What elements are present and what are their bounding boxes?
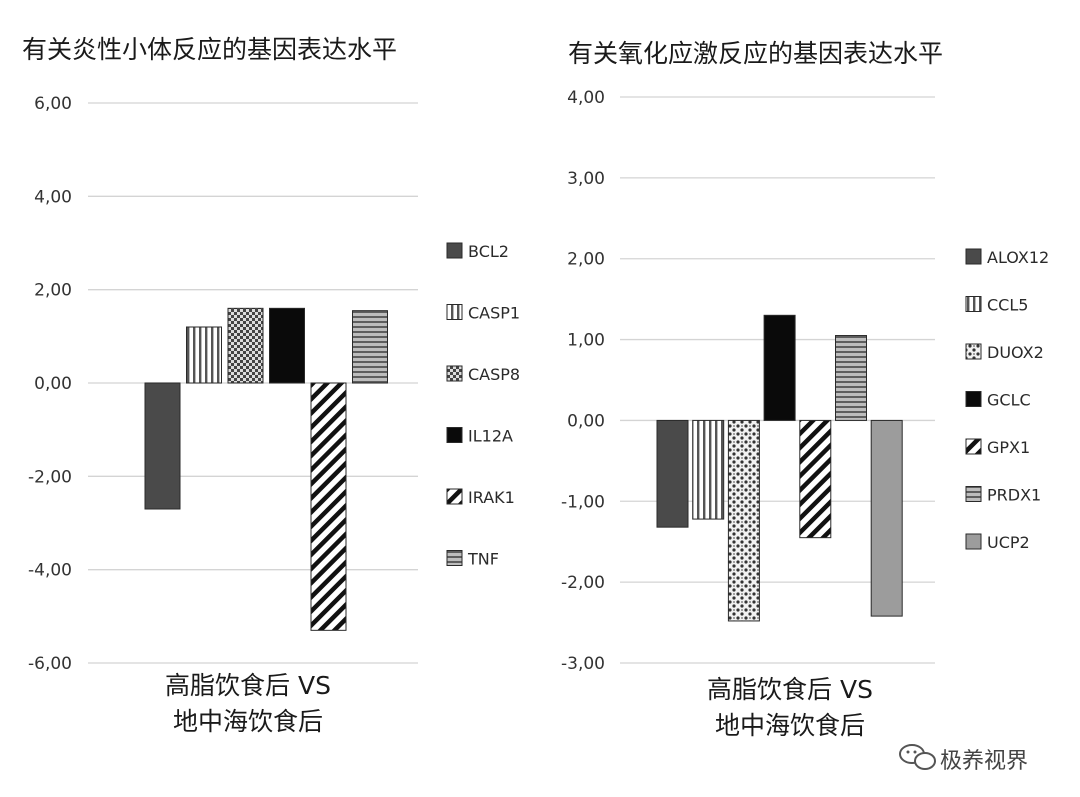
legend-label-ucp2: UCP2 xyxy=(987,533,1030,552)
legend-label-casp1: CASP1 xyxy=(468,304,520,323)
legend-label-ccl5: CCL5 xyxy=(987,296,1028,315)
bar-prdx1 xyxy=(835,335,867,421)
x-category-label-line1: 高脂饮食后 VS xyxy=(165,671,331,700)
y-tick-label: -2,00 xyxy=(28,467,72,487)
legend-label-gclc: GCLC xyxy=(987,391,1031,410)
legend-swatch-prdx1 xyxy=(965,486,982,502)
y-tick-label: -4,00 xyxy=(28,561,72,581)
legend-label-tnf: TNF xyxy=(467,550,499,569)
bar-gclc xyxy=(763,314,796,421)
bar-tnf xyxy=(352,310,388,384)
legend-swatch-duox2 xyxy=(965,343,982,360)
legend-swatch-bcl2 xyxy=(446,242,463,259)
x-category-label-line2: 地中海饮食后 xyxy=(173,707,323,736)
legend-label-prdx1: PRDX1 xyxy=(987,486,1041,505)
wechat-icon xyxy=(899,744,936,770)
y-tick-label: 0,00 xyxy=(567,411,605,431)
bar-ucp2 xyxy=(870,419,903,617)
bar-ccl5 xyxy=(692,419,725,520)
legend-swatch-casp8 xyxy=(446,365,463,382)
watermark: 极养视界 xyxy=(899,744,1028,774)
y-tick-label: -1,00 xyxy=(561,492,605,512)
chart-panel-inflammasome: 6,00 4,00 2,00 0,00 -2,00 -4,00 -6,00 BCL2 CASP1… xyxy=(28,94,520,674)
legend-label-gpx1: GPX1 xyxy=(987,438,1030,457)
legend-swatch-ccl5 xyxy=(965,296,982,312)
legend-label-alox12: ALOX12 xyxy=(987,248,1049,267)
y-tick-label: 0,00 xyxy=(34,374,72,394)
legend-swatch-il12a xyxy=(446,427,463,443)
chart-title-inflammasome: 有关炎性小体反应的基因表达水平 xyxy=(22,35,397,64)
y-tick-label: 2,00 xyxy=(567,250,605,270)
legend-label-il12a: IL12A xyxy=(468,427,513,446)
bar-duox2 xyxy=(727,419,760,622)
legend-swatch-ucp2 xyxy=(965,533,982,550)
y-tick-label: 1,00 xyxy=(567,331,605,351)
bar-casp8 xyxy=(227,307,264,384)
bar-irak1 xyxy=(310,382,347,631)
legend-label-duox2: DUOX2 xyxy=(987,343,1044,362)
bar-alox12 xyxy=(656,419,689,528)
x-category-label-line1: 高脂饮食后 VS xyxy=(707,675,873,704)
legend-swatch-casp1 xyxy=(446,304,463,320)
x-category-label-line2: 地中海饮食后 xyxy=(715,711,865,740)
y-tick-label: 6,00 xyxy=(34,94,72,114)
chart-title-oxidative-stress: 有关氧化应激反应的基因表达水平 xyxy=(568,39,943,68)
bar-bcl2 xyxy=(144,382,181,510)
bar-il12a xyxy=(269,307,305,384)
bar-casp1 xyxy=(186,326,222,384)
legend-swatch-tnf xyxy=(446,550,463,566)
legend-label-bcl2: BCL2 xyxy=(468,242,509,261)
legend-swatch-gclc xyxy=(965,391,982,407)
y-tick-label: -6,00 xyxy=(28,654,72,674)
y-tick-label: -3,00 xyxy=(561,654,605,674)
watermark-text: 极养视界 xyxy=(940,749,1028,774)
legend-label-casp8: CASP8 xyxy=(468,365,520,384)
legend-swatch-gpx1 xyxy=(965,438,982,455)
legend-swatch-irak1 xyxy=(446,488,463,505)
legend-swatch-alox12 xyxy=(965,248,982,265)
y-tick-label: 4,00 xyxy=(567,88,605,108)
y-tick-label: -2,00 xyxy=(561,573,605,593)
y-tick-label: 2,00 xyxy=(34,281,72,301)
chart-panel-oxidative-stress: 4,00 3,00 2,00 1,00 0,00 -1,00 -2,00 -3,00 ALOX1… xyxy=(561,88,1049,674)
y-tick-label: 3,00 xyxy=(567,169,605,189)
legend-label-irak1: IRAK1 xyxy=(468,488,515,507)
bar-gpx1 xyxy=(799,419,832,539)
y-tick-label: 4,00 xyxy=(34,187,72,207)
